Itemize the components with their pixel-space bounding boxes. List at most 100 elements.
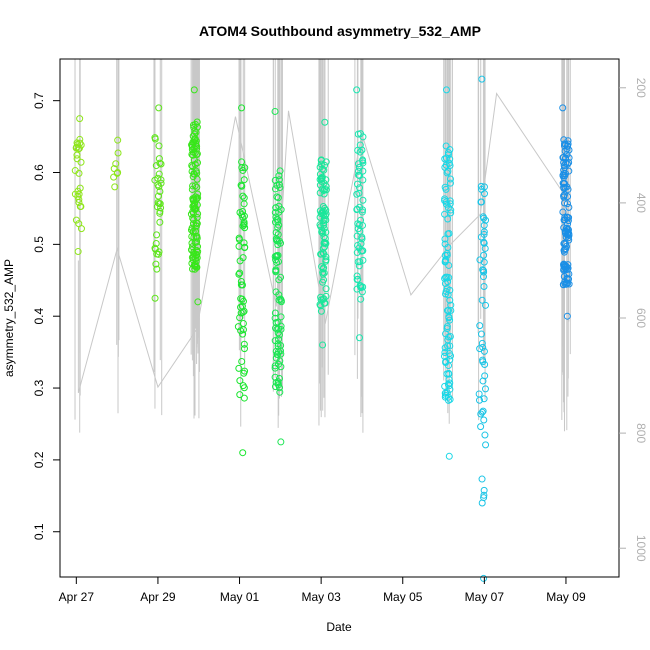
data-point: [480, 486, 488, 494]
data-point: [478, 296, 486, 304]
data-point: [155, 200, 163, 208]
x-tick-label: May 07: [465, 590, 505, 604]
data-point: [444, 151, 452, 159]
data-point: [479, 266, 487, 274]
y-tick-label: 0.1: [32, 523, 46, 540]
data-point: [271, 364, 279, 372]
data-point: [237, 277, 245, 285]
y-tick-label: 0.6: [32, 164, 46, 181]
data-point: [562, 280, 570, 288]
data-point: [235, 234, 243, 242]
data-point: [188, 146, 196, 154]
data-point: [561, 228, 569, 236]
data-point: [353, 249, 361, 257]
data-point: [562, 159, 570, 167]
data-point: [477, 423, 485, 431]
data-point: [110, 173, 118, 181]
data-point: [192, 139, 200, 147]
data-point: [238, 182, 246, 190]
data-point: [272, 213, 280, 221]
data-point: [441, 389, 449, 397]
y2-tick-label: 400: [634, 193, 648, 213]
data-point: [319, 341, 327, 349]
data-point: [564, 142, 572, 150]
data-point: [194, 243, 202, 251]
data-point: [114, 169, 122, 177]
data-point: [76, 184, 84, 192]
data-point: [480, 395, 488, 403]
data-point: [359, 167, 367, 175]
data-point: [275, 176, 283, 184]
y-tick-label: 0.4: [32, 308, 46, 325]
y-tick-label: 0.5: [32, 236, 46, 253]
data-point: [155, 155, 163, 163]
data-point: [240, 194, 248, 202]
data-point: [74, 192, 82, 200]
x-tick-label: May 01: [220, 590, 260, 604]
data-point: [238, 164, 246, 172]
data-point: [241, 224, 249, 232]
data-point: [155, 170, 163, 178]
data-point: [480, 214, 488, 222]
data-point: [441, 235, 449, 243]
data-point: [317, 174, 325, 182]
data-point: [191, 260, 199, 268]
data-point: [318, 173, 326, 181]
data-point: [442, 359, 450, 367]
data-point: [441, 348, 449, 356]
data-point: [477, 185, 485, 193]
data-point: [562, 140, 570, 148]
data-point: [75, 145, 83, 153]
data-point: [192, 263, 200, 271]
data-point: [447, 352, 455, 360]
data-point: [359, 196, 367, 204]
data-point: [240, 297, 248, 305]
data-point: [480, 491, 488, 499]
data-point: [193, 118, 201, 126]
data-point: [354, 146, 362, 154]
y-axis-label: asymmetry_532_AMP: [2, 259, 16, 377]
data-point: [151, 245, 159, 253]
data-point: [356, 141, 364, 149]
data-point: [192, 222, 200, 230]
y2-tick-label: 200: [634, 78, 648, 98]
data-point: [322, 253, 330, 261]
x-tick-label: May 05: [383, 590, 423, 604]
secondary-line: [77, 92, 567, 393]
data-point: [275, 296, 283, 304]
data-point: [322, 239, 330, 247]
data-point: [155, 142, 163, 150]
data-point: [272, 252, 280, 260]
data-point: [236, 377, 244, 385]
data-point: [74, 248, 82, 256]
data-point: [189, 182, 197, 190]
data-point: [193, 159, 201, 167]
data-point: [271, 309, 279, 317]
data-point: [481, 431, 489, 439]
data-point: [354, 225, 362, 233]
data-point: [240, 394, 248, 402]
data-point: [153, 265, 161, 273]
data-point: [559, 281, 567, 289]
data-point: [447, 301, 455, 309]
data-point: [273, 236, 281, 244]
data-point: [317, 223, 325, 231]
data-point: [445, 382, 453, 390]
data-point: [239, 330, 247, 338]
data-point: [476, 345, 484, 353]
data-point: [321, 243, 329, 251]
data-point: [357, 240, 365, 248]
data-point: [353, 206, 361, 214]
data-point: [358, 146, 366, 154]
data-point: [272, 378, 280, 386]
data-point: [114, 149, 122, 157]
data-point: [443, 250, 451, 258]
data-point: [76, 115, 84, 123]
data-point: [445, 261, 453, 269]
data-point: [190, 248, 198, 256]
data-point: [317, 250, 325, 258]
data-point: [480, 574, 488, 582]
data-point: [446, 146, 454, 154]
data-point: [445, 230, 453, 238]
data-point: [277, 341, 285, 349]
